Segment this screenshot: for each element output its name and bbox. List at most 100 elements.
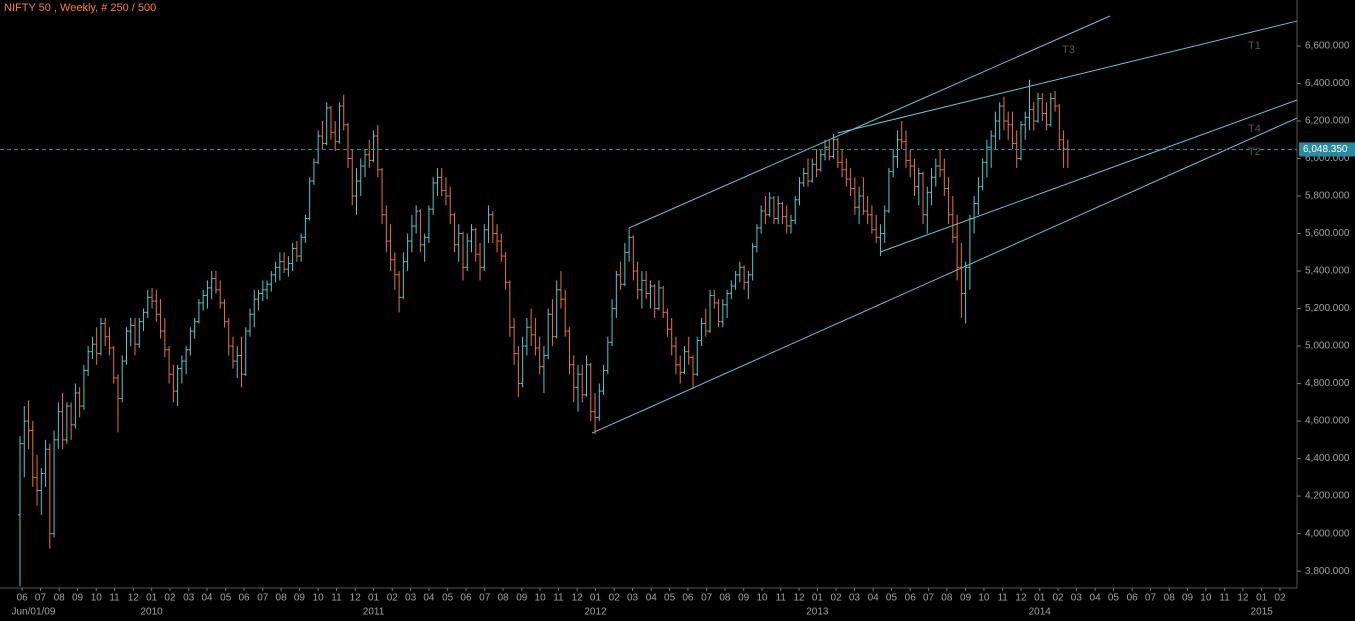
x-tick-label: 01	[368, 593, 380, 604]
x-tick-label: 01	[1256, 593, 1268, 604]
x-tick-label: 08	[1164, 593, 1176, 604]
x-tick-label: 07	[479, 593, 491, 604]
x-tick-label: 08	[497, 593, 509, 604]
x-tick-label: 09	[294, 593, 306, 604]
x-tick-label: 11	[553, 593, 564, 604]
x-tick-label: 11	[776, 593, 787, 604]
x-tick-label: 01	[812, 593, 824, 604]
last-price-label: 6,048.350	[1303, 144, 1348, 155]
x-tick-label: 07	[257, 593, 269, 604]
y-tick-label: 5,200.000	[1305, 303, 1350, 314]
x-tick-label: 03	[627, 593, 639, 604]
y-tick-label: 4,600.000	[1305, 416, 1350, 427]
x-tick-label: 03	[1071, 593, 1083, 604]
x-tick-label: 07	[701, 593, 713, 604]
x-tick-label: 02	[831, 593, 843, 604]
y-tick-label: 6,600.000	[1305, 41, 1350, 52]
x-tick-label: 02	[164, 593, 176, 604]
x-tick-label: 08	[276, 593, 288, 604]
x-year-label: 2015	[1251, 607, 1274, 618]
x-tick-label: 05	[886, 593, 898, 604]
x-tick-label: 10	[535, 593, 547, 604]
x-tick-label: 03	[183, 593, 195, 604]
x-tick-label: 10	[978, 593, 990, 604]
trend-line	[879, 99, 1298, 253]
x-tick-label: 10	[313, 593, 325, 604]
y-tick-label: 3,800.000	[1305, 566, 1350, 577]
y-tick-label: 4,200.000	[1305, 491, 1350, 502]
chart-title: NIFTY 50 , Weekly, # 250 / 500	[4, 2, 156, 14]
x-tick-label: 08	[941, 593, 953, 604]
trend-line	[837, 20, 1298, 134]
trend-line	[628, 15, 1111, 229]
x-tick-label: 07	[923, 593, 935, 604]
x-tick-label: 11	[331, 593, 342, 604]
x-tick-label: 09	[516, 593, 528, 604]
x-tick-label: 04	[423, 593, 435, 604]
x-tick-label: 02	[1052, 593, 1064, 604]
x-tick-label: 12	[1237, 593, 1249, 604]
x-tick-label: 05	[220, 593, 232, 604]
y-tick-label: 5,600.000	[1305, 228, 1350, 239]
x-year-label: 2012	[584, 607, 607, 618]
y-tick-label: 5,000.000	[1305, 341, 1350, 352]
x-year-label: 2011	[363, 607, 385, 618]
trend-label: T4	[1248, 123, 1261, 135]
x-tick-label: 06	[905, 593, 917, 604]
x-tick-label: 06	[17, 593, 29, 604]
x-tick-label: 10	[756, 593, 768, 604]
x-tick-label: 11	[997, 593, 1008, 604]
x-tick-label: 12	[128, 593, 140, 604]
x-year-label: 2013	[806, 607, 829, 618]
x-year-label: 2014	[1029, 607, 1052, 618]
x-tick-label: 04	[646, 593, 658, 604]
y-tick-label: 6,000.000	[1305, 153, 1350, 164]
x-tick-label: 03	[849, 593, 861, 604]
x-tick-label: 09	[738, 593, 750, 604]
x-tick-label: 12	[572, 593, 584, 604]
x-tick-label: 11	[1219, 593, 1230, 604]
x-tick-label: 09	[1182, 593, 1194, 604]
x-tick-label: 12	[1015, 593, 1027, 604]
x-tick-label: 09	[960, 593, 972, 604]
y-tick-label: 5,400.000	[1305, 266, 1350, 277]
x-tick-label: 02	[609, 593, 621, 604]
last-price-box	[1299, 142, 1355, 157]
x-tick-label: 04	[868, 593, 880, 604]
x-tick-label: 06	[1127, 593, 1139, 604]
x-tick-label: 06	[682, 593, 694, 604]
x-year-label: Jun/01/09	[11, 607, 55, 618]
x-tick-label: 03	[405, 593, 417, 604]
x-tick-label: 06	[238, 593, 250, 604]
trend-label: T3	[1062, 44, 1075, 56]
trend-line	[591, 117, 1298, 434]
x-tick-label: 04	[1090, 593, 1102, 604]
y-tick-label: 6,200.000	[1305, 116, 1350, 127]
x-year-label: 2010	[141, 607, 164, 618]
x-tick-label: 05	[442, 593, 454, 604]
x-tick-label: 04	[201, 593, 213, 604]
x-tick-label: 12	[350, 593, 362, 604]
x-tick-label: 02	[387, 593, 399, 604]
x-tick-label: 01	[146, 593, 158, 604]
x-tick-label: 10	[91, 593, 103, 604]
trend-label: T1	[1248, 40, 1261, 52]
y-tick-label: 6,400.000	[1305, 78, 1350, 89]
x-tick-label: 05	[1108, 593, 1120, 604]
x-tick-label: 01	[1034, 593, 1046, 604]
x-tick-label: 05	[664, 593, 676, 604]
y-tick-label: 5,800.000	[1305, 191, 1350, 202]
x-tick-label: 07	[35, 593, 47, 604]
y-tick-label: 4,000.000	[1305, 528, 1350, 539]
x-tick-label: 11	[109, 593, 120, 604]
x-tick-label: 10	[1200, 593, 1212, 604]
x-tick-label: 12	[794, 593, 806, 604]
trend-label: T2	[1248, 146, 1261, 158]
x-tick-label: 08	[719, 593, 731, 604]
x-tick-label: 07	[1145, 593, 1157, 604]
x-tick-label: 08	[54, 593, 66, 604]
y-tick-label: 4,800.000	[1305, 378, 1350, 389]
y-tick-label: 4,400.000	[1305, 453, 1350, 464]
